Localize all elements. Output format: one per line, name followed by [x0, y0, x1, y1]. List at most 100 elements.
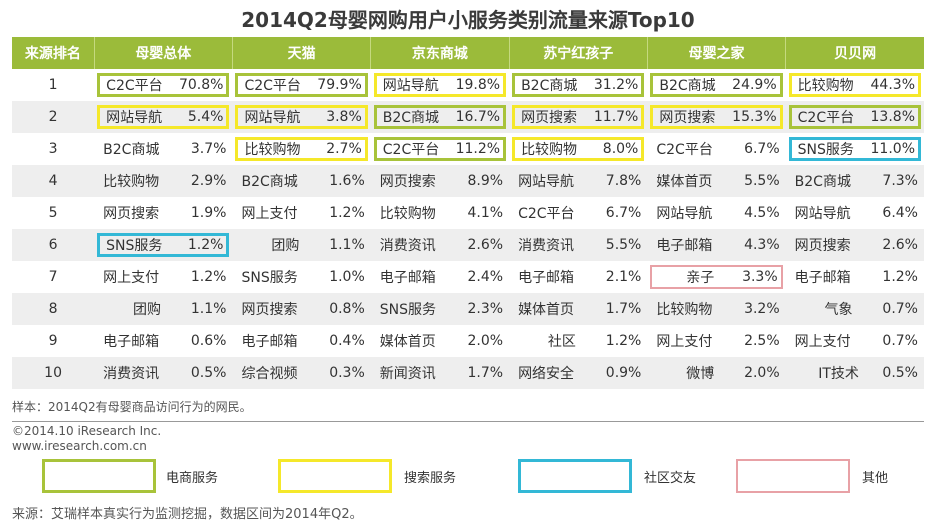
source-share: 0.5%	[882, 365, 918, 381]
table-cell: 网站导航 7.8%	[509, 165, 648, 197]
table-row: 7 网上支付 1.2% SNS服务 1.0% 电子邮箱 2.4% 电子邮箱 2.1% 亲子 3.3%…	[12, 261, 924, 293]
source-name: 电子邮箱	[103, 334, 160, 350]
source-share: 3.3%	[742, 269, 778, 285]
source-name: 消费资讯	[379, 238, 436, 254]
source-entry-highlighted: C2C平台 79.9%	[235, 73, 368, 97]
rank-number: 6	[12, 229, 95, 261]
table-cell: 网站导航 6.4%	[785, 197, 924, 229]
source-entry: 电子邮箱 2.1%	[512, 265, 644, 289]
source-name: 比较购物	[379, 206, 436, 222]
rank-number: 4	[12, 165, 95, 197]
source-name: 网页搜索	[659, 110, 716, 126]
source-entry: IT技术 0.5%	[789, 361, 921, 385]
source-share: 1.7%	[467, 365, 504, 381]
source-name: 新闻资讯	[379, 366, 436, 382]
header-group: 贝贝网	[785, 37, 924, 69]
table-cell: C2C平台 6.7%	[509, 197, 648, 229]
source-name: SNS服务	[241, 270, 298, 286]
source-entry: 电子邮箱 1.2%	[789, 265, 921, 289]
table-cell: 新闻资讯 1.7%	[370, 357, 510, 389]
table-row: 2 网站导航 5.4% 网站导航 3.8% B2C商城 16.7% 网页搜索 11.7% 网页搜索…	[12, 101, 924, 133]
source-entry: 网上支付 2.5%	[650, 329, 782, 353]
source-share: 8.0%	[602, 141, 639, 157]
table-row: 5 网页搜索 1.9% 网上支付 1.2% 比较购物 4.1% C2C平台 6.7% 网站导航 4.…	[12, 197, 924, 229]
table-cell: B2C商城 3.7%	[94, 133, 233, 165]
table-cell: 网页搜索 2.6%	[785, 229, 924, 261]
source-entry: 团购 1.1%	[97, 297, 229, 321]
table-cell: SNS服务 1.2%	[94, 229, 233, 261]
source-share: 0.5%	[190, 365, 227, 381]
source-name: 微博	[686, 366, 715, 382]
table-cell: 电子邮箱 2.4%	[370, 261, 510, 293]
source-entry-highlighted: B2C商城 31.2%	[512, 73, 645, 97]
table-cell: SNS服务 11.0%	[785, 133, 924, 165]
source-name: C2C平台	[518, 206, 575, 222]
source-name: B2C商城	[241, 174, 298, 190]
source-entry: 消费资讯 0.5%	[97, 361, 229, 385]
source-name: 媒体首页	[656, 174, 713, 190]
rank-number: 8	[12, 293, 95, 325]
source-entry-highlighted: B2C商城 24.9%	[650, 73, 783, 97]
source-entry: 气象 0.7%	[789, 297, 921, 321]
source-entry: 媒体首页 1.7%	[512, 297, 644, 321]
table-cell: 媒体首页 2.0%	[370, 325, 510, 357]
source-share: 1.2%	[605, 333, 642, 349]
source-name: 消费资讯	[103, 366, 160, 382]
source-entry: 网上支付 1.2%	[97, 265, 229, 289]
table-cell: C2C平台 13.8%	[785, 101, 924, 133]
rank-number: 5	[12, 197, 95, 229]
rank-number: 10	[12, 357, 95, 389]
source-entry-highlighted: SNS服务 11.0%	[788, 137, 921, 161]
source-entry: B2C商城 3.7%	[97, 137, 229, 161]
table-row: 4 比较购物 2.9% B2C商城 1.6% 网页搜索 8.9% 网站导航 7.8% 媒体首页 5.…	[12, 165, 924, 197]
source-name: 比较购物	[656, 302, 713, 318]
header-group: 苏宁红孩子	[509, 37, 648, 69]
legend-label: 社区交友	[644, 471, 697, 486]
source-name: C2C平台	[106, 78, 163, 94]
source-share: 6.4%	[882, 205, 918, 221]
copyright-line: ©2014.10 iResearch Inc.	[12, 424, 162, 438]
source-name: 气象	[824, 302, 853, 318]
source-entry: 电子邮箱 4.3%	[650, 233, 782, 257]
source-entry: 消费资讯 5.5%	[512, 233, 644, 257]
ranking-table-container: 来源排名 母婴总体 天猫 京东商城 苏宁红孩子 母婴之家 贝贝网 1 C2C平台 7…	[12, 37, 924, 390]
table-cell: 亲子 3.3%	[647, 261, 786, 293]
source-name: 网站导航	[656, 206, 713, 222]
table-cell: 电子邮箱 4.3%	[647, 229, 786, 261]
source-name: B2C商城	[521, 78, 578, 94]
source-share: 0.7%	[882, 333, 918, 349]
source-name: 网页搜索	[521, 110, 578, 126]
header-group: 天猫	[232, 37, 372, 69]
rank-number: 1	[12, 69, 95, 101]
table-cell: 电子邮箱 0.4%	[232, 325, 371, 357]
website-line: www.iresearch.com.cn	[12, 439, 147, 453]
chart-title: 2014Q2母婴网购用户小服务类别流量来源Top10	[241, 8, 695, 32]
source-name: 电子邮箱	[379, 270, 436, 286]
source-share: 44.3%	[870, 77, 915, 93]
source-name: 网页搜索	[103, 206, 160, 222]
source-name: 消费资讯	[518, 238, 575, 254]
source-share: 0.3%	[329, 365, 365, 381]
source-entry-highlighted: 网站导航 19.8%	[373, 73, 507, 97]
source-name: 比较购物	[244, 142, 301, 158]
sample-note: 样本：2014Q2有母婴商品访问行为的网民。	[12, 400, 252, 414]
source-share: 11.7%	[593, 109, 639, 125]
source-name: SNS服务	[379, 302, 437, 318]
source-share: 1.7%	[605, 301, 642, 317]
source-name: 团购	[271, 238, 300, 254]
source-name: 网上支付	[794, 334, 851, 350]
source-share: 0.4%	[329, 333, 365, 349]
source-share: 1.2%	[190, 269, 227, 285]
source-name: 团购	[133, 302, 162, 318]
source-share: 31.2%	[593, 77, 639, 93]
source-entry-highlighted: C2C平台 13.8%	[788, 105, 921, 129]
source-share: 3.7%	[190, 141, 227, 157]
table-cell: 微博 2.0%	[647, 357, 786, 389]
table-header-row: 来源排名 母婴总体 天猫 京东商城 苏宁红孩子 母婴之家 贝贝网	[12, 37, 924, 69]
table-cell: 网上支付 0.7%	[785, 325, 924, 357]
source-share: 70.8%	[178, 77, 224, 93]
table-cell: 比较购物 44.3%	[785, 69, 924, 101]
source-share: 3.8%	[326, 109, 362, 125]
table-cell: 气象 0.7%	[785, 293, 924, 325]
source-share: 3.2%	[744, 301, 780, 317]
